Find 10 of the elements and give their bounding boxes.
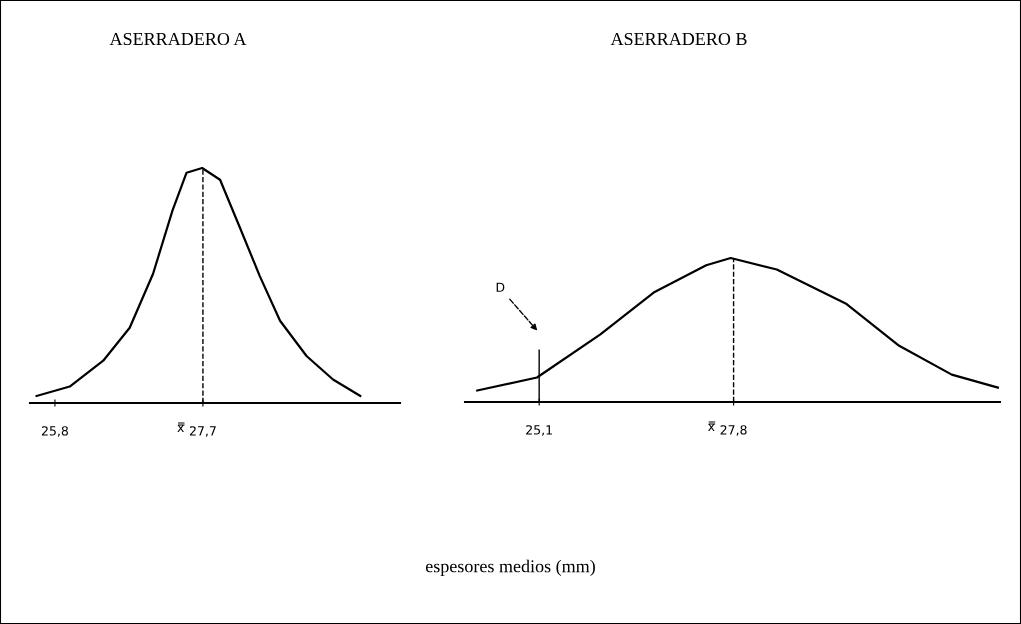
ref-line-label: x̿ bbox=[708, 421, 716, 431]
x-axis-title: espesores medios (mm) bbox=[425, 559, 595, 577]
x-tick-label: 25,8 bbox=[41, 426, 68, 437]
x-tick-label: 25,1 bbox=[526, 425, 552, 436]
chart-title: ASERRADERO A bbox=[109, 32, 247, 46]
x-tick-label: 27,7 bbox=[189, 426, 216, 437]
ref-line-label: x̿ bbox=[177, 422, 185, 432]
annotation: D bbox=[496, 282, 505, 292]
x-tick-label: 27,8 bbox=[720, 425, 747, 436]
chart-title: ASERRADERO B bbox=[610, 32, 747, 46]
